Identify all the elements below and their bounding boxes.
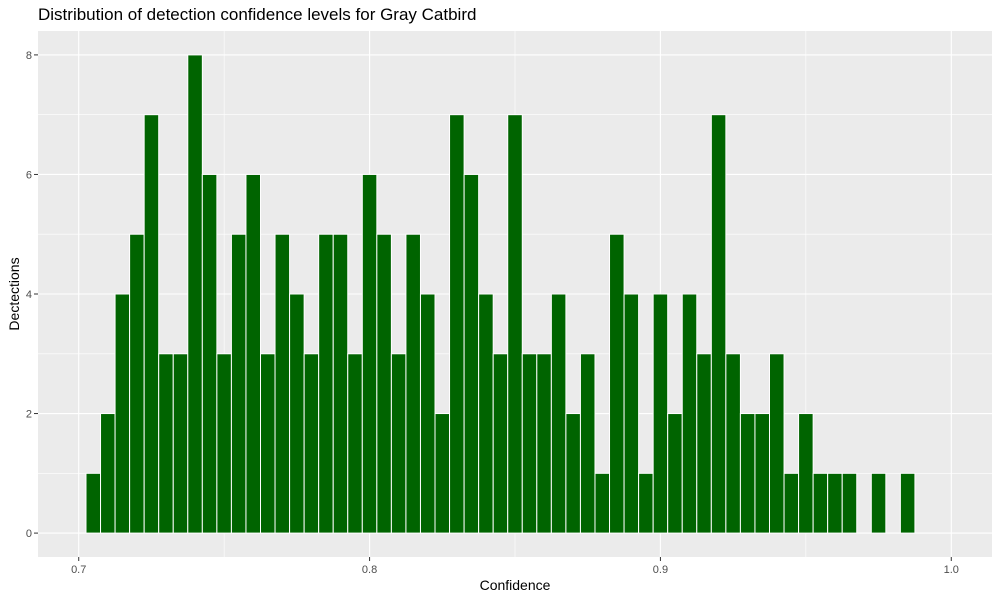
histogram-bar (260, 353, 276, 534)
x-tick-label: 0.7 (71, 564, 86, 576)
histogram-bar (230, 233, 247, 534)
histogram-bar (318, 233, 334, 534)
histogram-bar (376, 233, 392, 534)
histogram-bar (798, 413, 814, 534)
histogram-bar (114, 293, 131, 534)
histogram-bar (100, 413, 116, 534)
histogram-bar (667, 413, 683, 534)
histogram-bar (812, 472, 829, 534)
histogram-bar (696, 353, 712, 534)
histogram-bar (536, 353, 552, 534)
histogram-bar (681, 293, 698, 534)
histogram-bar (652, 293, 669, 534)
histogram-bar (449, 114, 465, 534)
histogram-bar (158, 353, 174, 534)
histogram-bar (289, 293, 305, 534)
x-axis-title: Confidence (480, 577, 551, 593)
y-tick-label: 2 (26, 409, 32, 421)
y-tick-label: 0 (26, 528, 32, 540)
chart-title: Distribution of detection confidence lev… (38, 5, 476, 24)
histogram-bar (623, 293, 640, 534)
histogram-bar (783, 472, 800, 534)
y-tick-label: 6 (26, 169, 32, 181)
histogram-bar (594, 472, 611, 534)
histogram-bar (899, 472, 916, 534)
histogram-bar (638, 472, 654, 534)
histogram-bar (274, 233, 291, 534)
histogram-bar (478, 293, 494, 534)
histogram-bar (419, 293, 436, 534)
histogram-bar (739, 413, 756, 534)
histogram-bar (347, 353, 363, 534)
histogram-bar (187, 54, 203, 534)
histogram-bar (841, 472, 858, 534)
x-tick-label: 0.9 (653, 564, 668, 576)
histogram-bar (710, 114, 727, 534)
histogram-bar (768, 353, 785, 534)
histogram-bar (245, 173, 262, 534)
histogram-bar (143, 114, 160, 534)
histogram-bar (565, 413, 581, 534)
histogram-bar (216, 353, 232, 534)
histogram-bar (129, 233, 145, 534)
y-tick-label: 4 (26, 289, 32, 301)
y-axis-title: Dectections (6, 257, 22, 330)
bars-group (85, 54, 916, 534)
histogram-bar (754, 413, 770, 534)
histogram-bar (609, 233, 625, 534)
histogram-bar (463, 173, 480, 534)
histogram-bar (507, 114, 523, 534)
x-tick-label: 0.8 (362, 564, 377, 576)
histogram-bar (550, 293, 567, 534)
histogram-bar (390, 353, 407, 534)
histogram-bar (521, 353, 538, 534)
histogram-bar (870, 472, 887, 534)
histogram-bar (579, 353, 596, 534)
histogram-bar (303, 353, 320, 534)
histogram-bar (405, 233, 421, 534)
y-axis-ticks: 0 2 4 6 8 (26, 50, 38, 540)
x-tick-label: 1.0 (944, 564, 959, 576)
histogram-bar (332, 233, 349, 534)
histogram-bar (827, 472, 843, 534)
histogram-bar (172, 353, 189, 534)
x-axis-ticks: 0.7 0.8 0.9 1.0 (71, 557, 959, 576)
histogram-bar (85, 472, 102, 534)
histogram-bar (725, 353, 741, 534)
histogram-bar (434, 413, 451, 534)
histogram-bar (201, 173, 218, 534)
y-tick-label: 8 (26, 50, 32, 62)
histogram-bar (492, 353, 509, 534)
histogram-bar (361, 173, 378, 534)
